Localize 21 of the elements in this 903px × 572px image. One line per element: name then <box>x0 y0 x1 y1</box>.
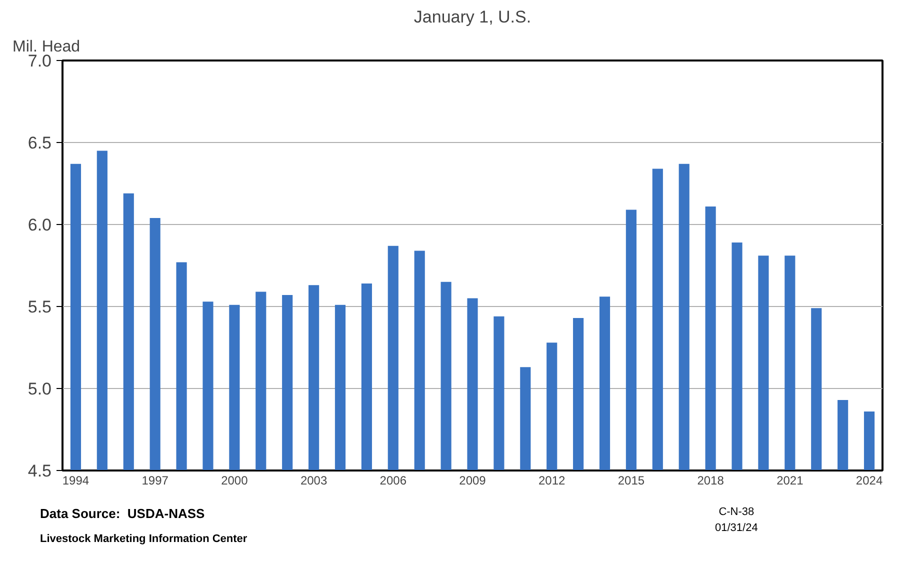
x-tick-label: 2012 <box>538 474 566 488</box>
x-tick-label: 1997 <box>142 474 169 488</box>
y-tick-label: 4.5 <box>28 462 52 480</box>
x-tick-label: 2003 <box>300 474 328 488</box>
x-tick-label: 2006 <box>380 474 407 488</box>
y-tick-label: 6.0 <box>28 216 52 234</box>
x-tick-label: 2024 <box>856 474 883 488</box>
x-tick-label: 2015 <box>618 474 645 488</box>
text: Livestock Marketing Information Center <box>40 532 248 547</box>
text: C-N-38 <box>718 505 756 520</box>
text: 01/31/24 <box>715 520 758 536</box>
x-tick-label: 1994 <box>62 474 90 488</box>
x-tick-label: 2018 <box>697 474 724 488</box>
chart-title: January 1, U.S. <box>414 8 532 26</box>
x-tick-label: 2009 <box>459 474 486 488</box>
source-note: Data Source: USDA-NASS <box>40 505 206 523</box>
y-tick-label: 5.5 <box>28 298 52 316</box>
x-tick-label: 2021 <box>776 474 804 488</box>
y-tick-label: 5.0 <box>28 380 52 398</box>
x-tick-label: 2000 <box>221 474 248 488</box>
y-tick-label: 6.5 <box>28 134 52 152</box>
